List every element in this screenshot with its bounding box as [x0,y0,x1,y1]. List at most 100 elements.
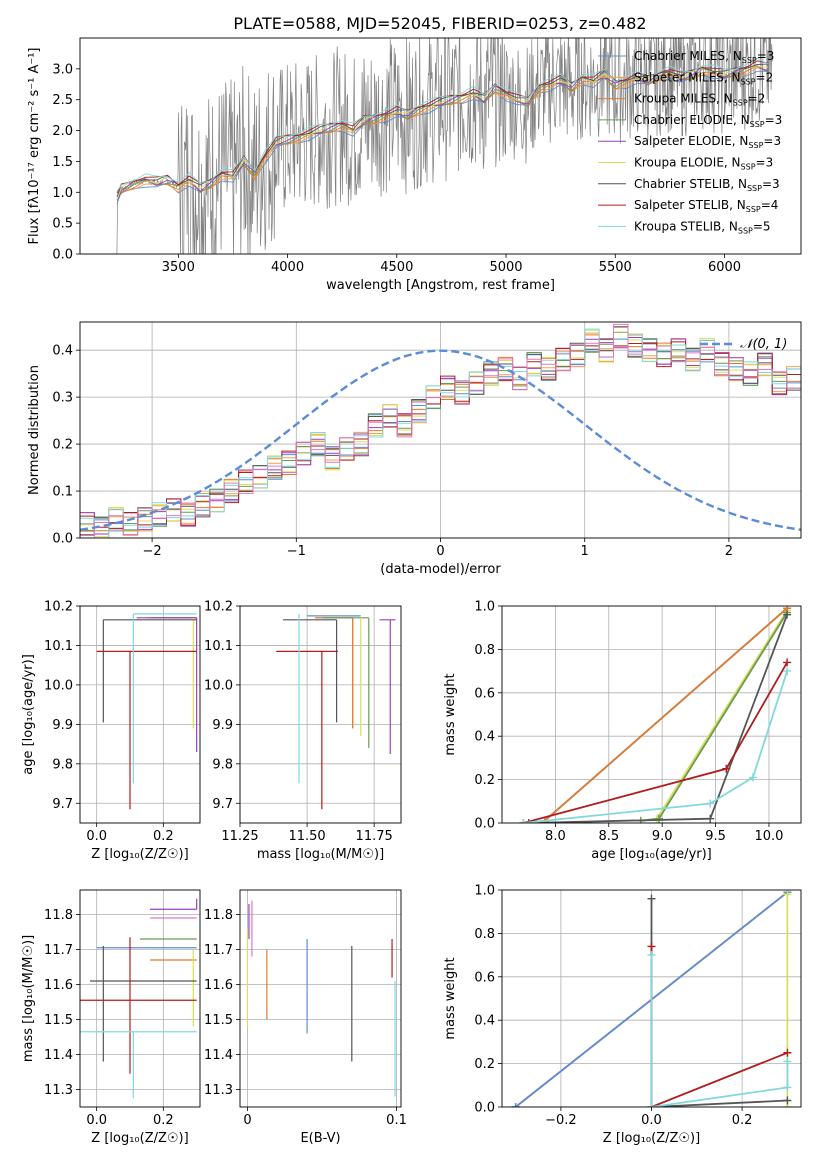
plot-area [80,890,200,1107]
y-tick-label: 1.0 [52,186,73,201]
x-tick-label: 5000 [489,260,522,275]
panel-mass_vs_Z: 0.0 0.2 11.3 11.4 11.5 11.6 11.7 11.8 Z [log₁₀(Z… [21,889,201,1146]
legend-entry: Kroupa STELIB, NSSP=5 [634,219,771,235]
series-point [783,890,792,899]
errorbar-salpeter_stelib [80,937,197,1074]
y-tick-label: 1.0 [474,600,495,615]
y-tick-label: 11.8 [44,908,73,923]
x-tick-label: 0.1 [386,1113,407,1128]
series-point [783,667,792,676]
series-point [647,951,656,960]
errorbar-salpeter_elodie [150,898,198,910]
errorbar-salpeter_miles [315,617,354,729]
axes-frame [501,605,802,824]
series-point [783,610,792,619]
series-kroupa_miles [540,606,792,823]
series-point [511,1103,520,1107]
y-tick-label: 9.8 [212,757,233,772]
panel-mass_vs_ebv: 0 0.1 11.3 11.4 11.5 11.6 11.7 11.8 E(B-V) [204,889,407,1146]
y-tick-label: 10.0 [44,678,73,693]
errorbar-chabrier_stelib [90,946,197,1062]
series-point [524,819,533,823]
model-line-kroupa_stelib [116,57,769,192]
y-tick-label: 3.0 [52,62,73,77]
series-line [640,609,788,822]
y-tick-label: 11.7 [44,943,73,958]
y-tick-label: 0.3 [52,391,73,406]
y-tick-label: 10.0 [204,678,233,693]
axes-frame [239,889,402,1108]
y-tick-label: 10.1 [44,639,73,654]
legend-entry: Salpeter MILES, NSSP=2 [634,70,773,86]
x-axis-label: wavelength [Angstrom, rest frame] [326,278,555,293]
y-tick-label: 0.0 [474,817,495,832]
panel-spectrum: 3500 4000 4500 5000 5500 6000 0.0 0.5 1.0 1.5 2.0 2… [27,37,802,293]
series-point [722,764,731,773]
series-line [523,661,788,823]
x-tick-label: 0 [436,544,444,559]
series-kroupa_stelib [519,667,792,823]
x-tick-label: −1 [287,544,306,559]
panel-massweight_vs_age: 8.0 8.5 9.0 9.5 10.0 0.0 0.2 0.4 0.6 0.8 1.0 age [l… [443,600,802,862]
x-axis-label: age [log₁₀(age/yr)] [591,847,712,862]
y-tick-label: 11.4 [44,1048,73,1063]
y-tick-label: 0.8 [474,927,495,942]
figure-title: PLATE=0588, MJD=52045, FIBERID=0253, z=0… [233,14,646,33]
y-tick-label: 2.0 [52,124,73,139]
errorbar-kroupa_miles [315,617,354,729]
histogram-step-salpeter_miles [80,332,801,538]
x-tick-label: 6000 [708,260,741,275]
histogram-step-chabrier_miles [80,338,801,532]
y-tick-label: 0.2 [474,773,495,788]
model-line-kroupa_miles [116,65,769,199]
x-axis-label: E(B-V) [300,1131,340,1146]
y-tick-label: 11.6 [204,978,233,993]
legend-entry: Kroupa MILES, NSSP=2 [634,92,765,108]
y-tick-label: 0.6 [474,970,495,985]
x-tick-label: 0.2 [153,829,174,844]
series-point [748,773,757,782]
series-chabrier_stelib [524,610,792,823]
y-tick-label: 11.3 [204,1083,233,1098]
series-chabrier_stelib [647,894,792,1107]
y-tick-label: 0.5 [52,217,73,232]
y-tick-label: 0.2 [52,438,73,453]
x-tick-label: 0.2 [732,1113,753,1128]
x-tick-label: 4500 [380,260,413,275]
y-tick-label: 0.8 [474,643,495,658]
y-tick-label: 10.2 [204,600,233,615]
y-axis-label: mass weight [443,673,458,755]
x-tick-label: 0.2 [153,1113,174,1128]
x-tick-label: 11.50 [288,829,325,844]
x-tick-label: 1 [581,544,589,559]
x-tick-label: 11.25 [221,829,258,844]
plot-area [115,38,773,254]
series-point [654,814,663,823]
x-tick-label: 9.5 [705,829,726,844]
y-tick-label: 9.9 [52,718,73,733]
errorbar-salpeter_elodie [136,617,198,752]
series-line [523,670,788,823]
y-tick-label: 0.4 [474,730,495,745]
y-tick-label: 10.2 [44,600,73,615]
x-tick-label: −0.2 [545,1113,577,1128]
plot-area [502,890,801,1107]
plot-area [502,606,801,823]
x-tick-label: 3500 [162,260,195,275]
y-tick-label: 9.7 [212,797,233,812]
series-point [783,1083,792,1092]
errorbar-salpeter_stelib [96,650,197,810]
y-tick-label: 11.6 [44,978,73,993]
x-tick-label: 8.0 [545,829,566,844]
series-point [647,894,656,903]
x-axis-label: mass [log₁₀(M/M☉)] [257,847,384,862]
x-tick-label: 10.0 [754,829,783,844]
axes-frame [501,889,802,1108]
series-kroupa_elodie [636,606,792,823]
series-line [528,614,788,823]
y-tick-label: 11.3 [44,1083,73,1098]
x-tick-label: −2 [143,544,162,559]
y-tick-label: 11.5 [204,1013,233,1028]
legend-entry: Chabrier MILES, NSSP=3 [634,49,774,65]
